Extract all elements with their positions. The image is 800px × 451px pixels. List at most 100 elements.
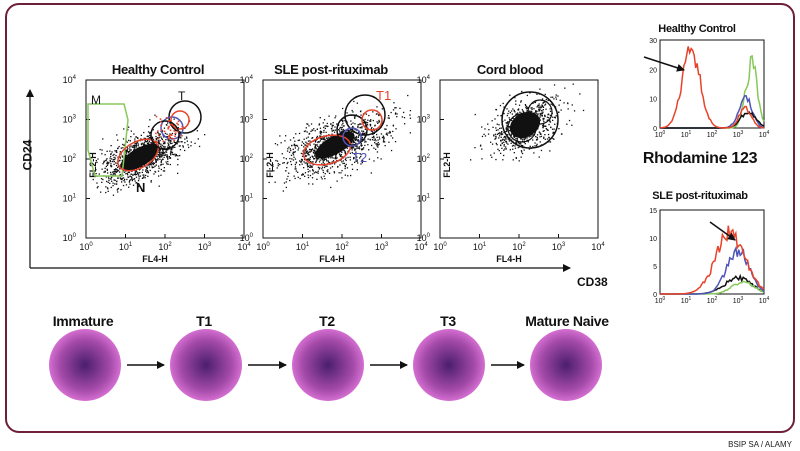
- scatter-dot: [344, 164, 346, 167]
- scatter-dot: [488, 129, 490, 131]
- scatter-dot: [358, 135, 360, 137]
- scatter-dot: [106, 150, 108, 152]
- scatter-dot: [309, 151, 311, 153]
- scatter-dot: [541, 115, 543, 117]
- scatter-dot: [125, 173, 127, 175]
- scatter-dot: [319, 127, 322, 129]
- scatter-dot: [372, 119, 374, 122]
- scatter-dot: [293, 144, 295, 146]
- scatter-dot: [509, 149, 511, 151]
- scatter-dot: [548, 123, 550, 126]
- scatter-dot: [127, 176, 129, 178]
- y-tick-label: 101: [63, 194, 77, 204]
- scatter-dot: [293, 175, 295, 177]
- scatter-dot: [159, 152, 161, 155]
- scatter-dot: [378, 119, 380, 122]
- scatter-dot: [514, 111, 516, 113]
- scatter-dot: [306, 158, 308, 161]
- scatter-dot: [145, 170, 147, 172]
- scatter-dot: [179, 154, 181, 157]
- scatter-dot: [387, 117, 389, 119]
- red-dot: [172, 138, 175, 140]
- scatter-dot: [110, 173, 112, 175]
- scatter-dot: [170, 150, 172, 153]
- scatter-dot: [105, 191, 107, 194]
- scatter-dot: [318, 124, 320, 126]
- scatter-dot: [534, 101, 536, 104]
- scatter-dot: [352, 140, 354, 142]
- scatter-dot: [112, 182, 114, 184]
- scatter-dot: [351, 130, 353, 132]
- scatter-dot: [554, 123, 556, 125]
- scatter-dot: [510, 133, 512, 135]
- scatter-dot: [582, 109, 585, 112]
- scatter-dot: [378, 136, 380, 138]
- scatter-dot: [331, 124, 333, 126]
- scatter-dot: [171, 151, 174, 154]
- tick-exp: 2: [168, 242, 172, 248]
- scatter-dot: [302, 173, 304, 175]
- scatter-dot: [351, 151, 353, 154]
- tick-exp: 4: [73, 75, 77, 81]
- scatter-dot: [305, 155, 308, 157]
- scatter-dot: [110, 145, 112, 147]
- scatter-dot: [134, 171, 136, 174]
- scatter-dot: [298, 132, 301, 135]
- scatter-dot: [174, 133, 177, 136]
- scatter-title-sle: SLE post-rituximab: [274, 62, 388, 77]
- scatter-dot: [340, 131, 342, 133]
- scatter-dot: [353, 158, 355, 160]
- scatter-dot: [295, 170, 297, 172]
- scatter-dot: [361, 135, 363, 137]
- hist-x-tick-label: 103: [733, 130, 744, 139]
- scatter-dot: [152, 162, 155, 164]
- scatter-dot: [338, 130, 341, 132]
- scatter-dot: [294, 147, 296, 149]
- scatter-dot: [481, 135, 484, 138]
- scatter-dot: [273, 170, 275, 172]
- scatter-dot: [309, 156, 311, 158]
- red-dot: [159, 121, 162, 123]
- scatter-dot: [298, 147, 300, 149]
- scatter-dot: [175, 153, 177, 156]
- scatter-dot: [314, 151, 317, 153]
- scatter-dot: [95, 169, 97, 171]
- tick-exp: 2: [427, 154, 431, 160]
- scatter-dot: [163, 151, 165, 154]
- scatter-dot: [541, 105, 544, 107]
- scatter-dot: [148, 142, 150, 144]
- scatter-dot: [338, 172, 340, 174]
- scatter-dot: [161, 137, 163, 140]
- scatter-dot: [190, 145, 192, 147]
- scatter-dot: [293, 143, 296, 146]
- scatter-dot: [96, 182, 98, 184]
- scatter-dot: [500, 144, 502, 147]
- scatter-dot: [277, 165, 279, 167]
- scatter-dot: [503, 143, 505, 146]
- scatter-dot: [484, 128, 486, 130]
- scatter-dot: [137, 143, 140, 145]
- scatter-dot: [373, 136, 375, 138]
- scatter-dot: [171, 149, 173, 151]
- scatter-dot: [539, 112, 541, 115]
- scatter-dot: [376, 121, 378, 123]
- scatter-ylabel: FL2-H: [442, 152, 452, 178]
- scatter-dot: [498, 137, 500, 139]
- scatter-dot: [537, 105, 539, 107]
- scatter-dot: [573, 110, 576, 112]
- scatter-dot: [531, 108, 533, 110]
- hist-curve-red: [660, 225, 765, 295]
- scatter-dot: [480, 144, 482, 146]
- scatter-dot: [541, 112, 544, 115]
- stage-label-t3: T3: [440, 313, 456, 329]
- scatter-dot: [382, 135, 384, 137]
- scatter-dot: [525, 137, 527, 139]
- scatter-dot: [135, 146, 137, 148]
- scatter-dot: [532, 102, 534, 104]
- scatter-dot: [371, 139, 374, 141]
- scatter-dot: [392, 125, 394, 127]
- scatter-dot: [571, 124, 573, 126]
- scatter-dot: [335, 158, 337, 160]
- scatter-dot: [158, 165, 160, 167]
